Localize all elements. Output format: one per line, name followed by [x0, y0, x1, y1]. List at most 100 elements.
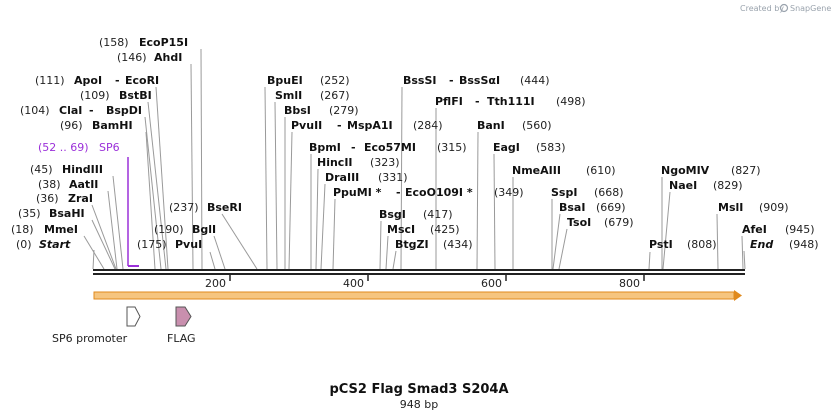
enzyme-site-bseri[interactable]: (237) BseRI — [169, 201, 242, 214]
enzyme-name: End — [750, 238, 773, 251]
enzyme-site-mmei[interactable]: (18) MmeI — [11, 223, 78, 236]
enzyme-site-apoi[interactable]: (111) ApoI - EcoRI — [35, 74, 159, 87]
enzyme-name: AhdI — [154, 51, 182, 64]
promoter-arrow-icon — [126, 306, 141, 327]
enzyme-site-bbsi[interactable]: BbsI (279) — [284, 104, 359, 117]
enzyme-name-2: EcoO109I * — [405, 186, 473, 199]
enzyme-connector-line — [144, 116, 162, 270]
enzyme-separator: - — [449, 74, 454, 87]
enzyme-site-bsgi[interactable]: BsgI (417) — [379, 208, 453, 221]
enzyme-position: (434) — [443, 238, 473, 251]
enzyme-site-ahdi[interactable]: (146) AhdI — [117, 51, 182, 64]
enzyme-site-hincii[interactable]: HincII (323) — [317, 156, 400, 169]
enzyme-name: MmeI — [44, 223, 78, 236]
enzyme-name-2: BspDI — [106, 104, 142, 117]
enzyme-name: PvuI — [175, 238, 202, 251]
enzyme-position: (827) — [731, 164, 761, 177]
enzyme-name: BbsI — [284, 104, 311, 117]
enzyme-connector-line — [493, 153, 496, 270]
enzyme-site-hindiii[interactable]: (45) HindIII — [30, 163, 103, 176]
enzyme-separator: - — [351, 141, 356, 154]
ruler-label-400: 400 — [343, 277, 364, 290]
enzyme-name: EagI — [493, 141, 520, 154]
enzyme-name: DraIII — [325, 171, 359, 184]
enzyme-name: MslI — [718, 201, 743, 214]
enzyme-site-btgzi[interactable]: BtgZI (434) — [395, 238, 473, 251]
enzyme-name-2: Eco57MI — [364, 141, 416, 154]
feature-sp6-promoter[interactable]: SP6 promoter — [52, 306, 141, 345]
enzyme-site-ngomiv[interactable]: NgoMIV (827) — [661, 164, 761, 177]
feature-label: SP6 promoter — [52, 332, 128, 345]
enzyme-site-sspi[interactable]: SspI (668) — [551, 186, 624, 199]
enzyme-connector-line — [112, 175, 124, 270]
enzyme-name: SmlI — [275, 89, 302, 102]
enzyme-site-naei[interactable]: NaeI (829) — [669, 179, 743, 192]
enzyme-connector-lines — [83, 48, 746, 270]
enzyme-site-bsssi[interactable]: BssSI - BssSαI (444) — [403, 74, 550, 87]
enzyme-site-pvuii[interactable]: PvuII - MspA1I (284) — [291, 119, 443, 132]
enzyme-name: PvuII — [291, 119, 322, 132]
enzyme-name: BsgI — [379, 208, 406, 221]
enzyme-connector-line — [400, 86, 403, 270]
enzyme-position: (104) — [20, 104, 50, 117]
enzyme-name: Start — [39, 238, 71, 251]
enzyme-name: ApoI — [74, 74, 102, 87]
enzyme-position: (96) — [60, 119, 83, 132]
enzyme-position: (0) — [16, 238, 32, 251]
enzyme-name: BglI — [192, 223, 216, 236]
enzyme-site-msci[interactable]: MscI (425) — [387, 223, 460, 236]
enzyme-site-bamhi[interactable]: (96) BamHI — [60, 119, 133, 132]
enzyme-site-bstbi[interactable]: (109) BstBI — [80, 89, 152, 102]
enzyme-position: (38) — [38, 178, 61, 191]
enzyme-site-zrai[interactable]: (36) ZraI — [36, 192, 93, 205]
enzyme-site-draiii[interactable]: DraIII (331) — [325, 171, 408, 184]
enzyme-site-ecop15i[interactable]: (158) EcoP15I — [99, 36, 188, 49]
enzyme-connector-line — [213, 235, 226, 270]
primer-sp6[interactable]: (52 .. 69) SP6 — [38, 141, 139, 267]
enzyme-site-clai[interactable]: (104) ClaI - BspDI — [20, 104, 142, 117]
enzyme-name: AatII — [69, 178, 98, 191]
enzyme-name: PstI — [649, 238, 673, 251]
enzyme-site-nmeaiii[interactable]: NmeAIII (610) — [512, 164, 616, 177]
enzyme-site-tsoi[interactable]: TsoI (679) — [567, 216, 634, 229]
enzyme-site-psti[interactable]: PstI (808) — [649, 238, 717, 251]
enzyme-name-2: BssSαI — [459, 74, 500, 87]
enzyme-position: (349) — [494, 186, 524, 199]
enzyme-connector-line — [552, 213, 561, 270]
enzyme-position: (315) — [437, 141, 467, 154]
enzyme-site-start[interactable]: (0) Start — [16, 238, 71, 251]
enzyme-site-eagi[interactable]: EagI (583) — [493, 141, 566, 154]
enzyme-site-smli[interactable]: SmlI (267) — [275, 89, 350, 102]
enzyme-connector-line — [145, 131, 156, 270]
enzyme-position: (18) — [11, 223, 34, 236]
enzyme-name: BsaI — [559, 201, 585, 214]
enzyme-site-ppumi[interactable]: PpuMI * - EcoO109I * (349) — [333, 186, 524, 199]
enzyme-site-end[interactable]: End (948) — [750, 238, 819, 251]
primer-range: (52 .. 69) — [38, 141, 89, 154]
enzyme-separator: - — [115, 74, 120, 87]
enzyme-site-afei[interactable]: AfeI (945) — [742, 223, 815, 236]
enzyme-separator: - — [337, 119, 342, 132]
enzyme-name: BstBI — [119, 89, 152, 102]
enzyme-site-bsai[interactable]: BsaI (669) — [559, 201, 626, 214]
map-length: 948 bp — [400, 398, 438, 411]
enzyme-position: (146) — [117, 51, 147, 64]
enzyme-site-msli[interactable]: MslI (909) — [718, 201, 789, 214]
enzyme-site-aatii[interactable]: (38) AatII — [38, 178, 98, 191]
enzyme-position: (35) — [18, 207, 41, 220]
orf-bar[interactable] — [93, 290, 742, 301]
enzyme-site-pvui[interactable]: (175) PvuI — [137, 238, 202, 251]
enzyme-connector-line — [264, 86, 268, 270]
enzyme-site-bgli[interactable]: (190) BglI — [154, 223, 216, 236]
enzyme-site-bsahi[interactable]: (35) BsaHI — [18, 207, 85, 220]
enzyme-site-pflfi[interactable]: PflFI - Tth111I (498) — [435, 95, 586, 108]
enzyme-site-bani[interactable]: BanI (560) — [477, 119, 552, 132]
enzyme-site-bpmi[interactable]: BpmI - Eco57MI (315) — [309, 141, 467, 154]
feature-flag[interactable]: FLAG — [167, 306, 196, 345]
enzyme-site-bpuei[interactable]: BpuEI (252) — [267, 74, 350, 87]
enzyme-position: (267) — [320, 89, 350, 102]
enzyme-position: (829) — [713, 179, 743, 192]
enzyme-name: PpuMI * — [333, 186, 382, 199]
enzyme-position: (109) — [80, 89, 110, 102]
